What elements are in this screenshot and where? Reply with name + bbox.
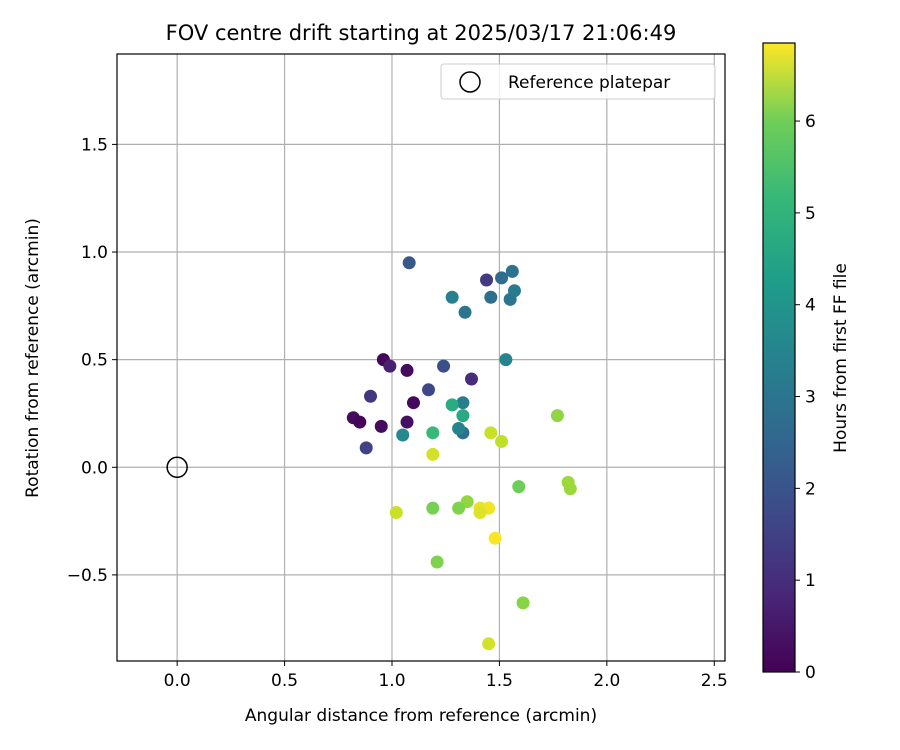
data-point xyxy=(456,409,470,423)
data-point xyxy=(495,271,509,285)
data-point xyxy=(400,363,414,377)
data-point xyxy=(458,305,472,319)
data-point xyxy=(374,419,388,433)
y-tick-label: 1.5 xyxy=(81,135,108,155)
data-point xyxy=(383,359,397,373)
reference-point-marker xyxy=(166,456,188,479)
data-point xyxy=(505,264,519,278)
data-point xyxy=(364,389,378,403)
data-point xyxy=(473,505,487,519)
colorbar-ticks: 0 1 2 3 4 5 6 xyxy=(795,112,816,683)
x-axis-ticks: 0.0 0.5 1.0 1.5 2.0 2.5 xyxy=(164,661,728,691)
colorbar xyxy=(762,42,796,673)
data-point xyxy=(480,273,494,287)
data-point xyxy=(422,383,436,397)
x-tick-label: 0.0 xyxy=(164,671,191,691)
colorbar-tick-label: 1 xyxy=(805,571,816,591)
colorbar-tick-label: 5 xyxy=(805,204,816,224)
y-axis-ticks: −0.5 0.0 0.5 1.0 1.5 xyxy=(67,135,117,586)
data-point xyxy=(400,415,414,429)
data-point xyxy=(445,398,459,412)
data-point xyxy=(426,447,440,461)
legend: Reference platepar xyxy=(440,63,716,100)
x-tick-label: 1.5 xyxy=(486,671,513,691)
data-point xyxy=(550,409,564,423)
x-tick-label: 1.0 xyxy=(378,671,405,691)
data-point xyxy=(452,422,466,436)
data-point xyxy=(353,415,367,429)
plot-area-frame xyxy=(116,53,726,662)
x-axis-label: Angular distance from reference (arcmin) xyxy=(245,706,597,726)
y-tick-label: 1.0 xyxy=(81,243,108,263)
data-point xyxy=(495,434,509,448)
y-tick-label: −0.5 xyxy=(67,566,108,586)
data-point xyxy=(456,396,470,410)
data-point xyxy=(484,426,498,440)
y-tick-label: 0.5 xyxy=(81,351,108,371)
data-points xyxy=(346,256,577,651)
data-point xyxy=(499,353,513,367)
data-point xyxy=(563,482,577,496)
data-point xyxy=(426,501,440,515)
legend-box xyxy=(440,63,716,100)
legend-label: Reference platepar xyxy=(508,73,670,93)
data-point xyxy=(396,428,410,442)
y-tick-label: 0.0 xyxy=(81,458,108,478)
x-tick-label: 2.5 xyxy=(701,671,728,691)
data-point xyxy=(488,531,502,545)
data-point xyxy=(512,480,526,494)
y-axis-label: Rotation from reference (arcmin) xyxy=(23,218,43,498)
colorbar-label: Hours from first FF file xyxy=(831,263,851,453)
legend-marker-circle xyxy=(459,71,481,93)
grid-lines xyxy=(117,54,725,661)
data-point xyxy=(484,290,498,304)
data-point xyxy=(503,292,517,306)
data-point xyxy=(430,555,444,569)
data-point xyxy=(359,441,373,455)
colorbar-tick-label: 3 xyxy=(805,388,816,408)
data-point xyxy=(516,596,530,610)
colorbar-tick-label: 4 xyxy=(805,296,816,316)
colorbar-tick-label: 0 xyxy=(805,663,816,683)
data-point xyxy=(437,359,451,373)
data-point xyxy=(389,505,403,519)
data-point xyxy=(406,396,420,410)
x-tick-label: 2.0 xyxy=(593,671,620,691)
data-point xyxy=(426,426,440,440)
reference-layer xyxy=(166,456,188,479)
data-point xyxy=(482,637,496,651)
data-point xyxy=(464,372,478,386)
data-point xyxy=(445,290,459,304)
colorbar-tick-label: 6 xyxy=(805,112,816,132)
data-point xyxy=(402,256,416,270)
x-tick-label: 0.5 xyxy=(271,671,298,691)
data-point xyxy=(452,501,466,515)
chart-title: FOV centre drift starting at 2025/03/17 … xyxy=(166,21,677,45)
colorbar-tick-label: 2 xyxy=(805,479,816,499)
